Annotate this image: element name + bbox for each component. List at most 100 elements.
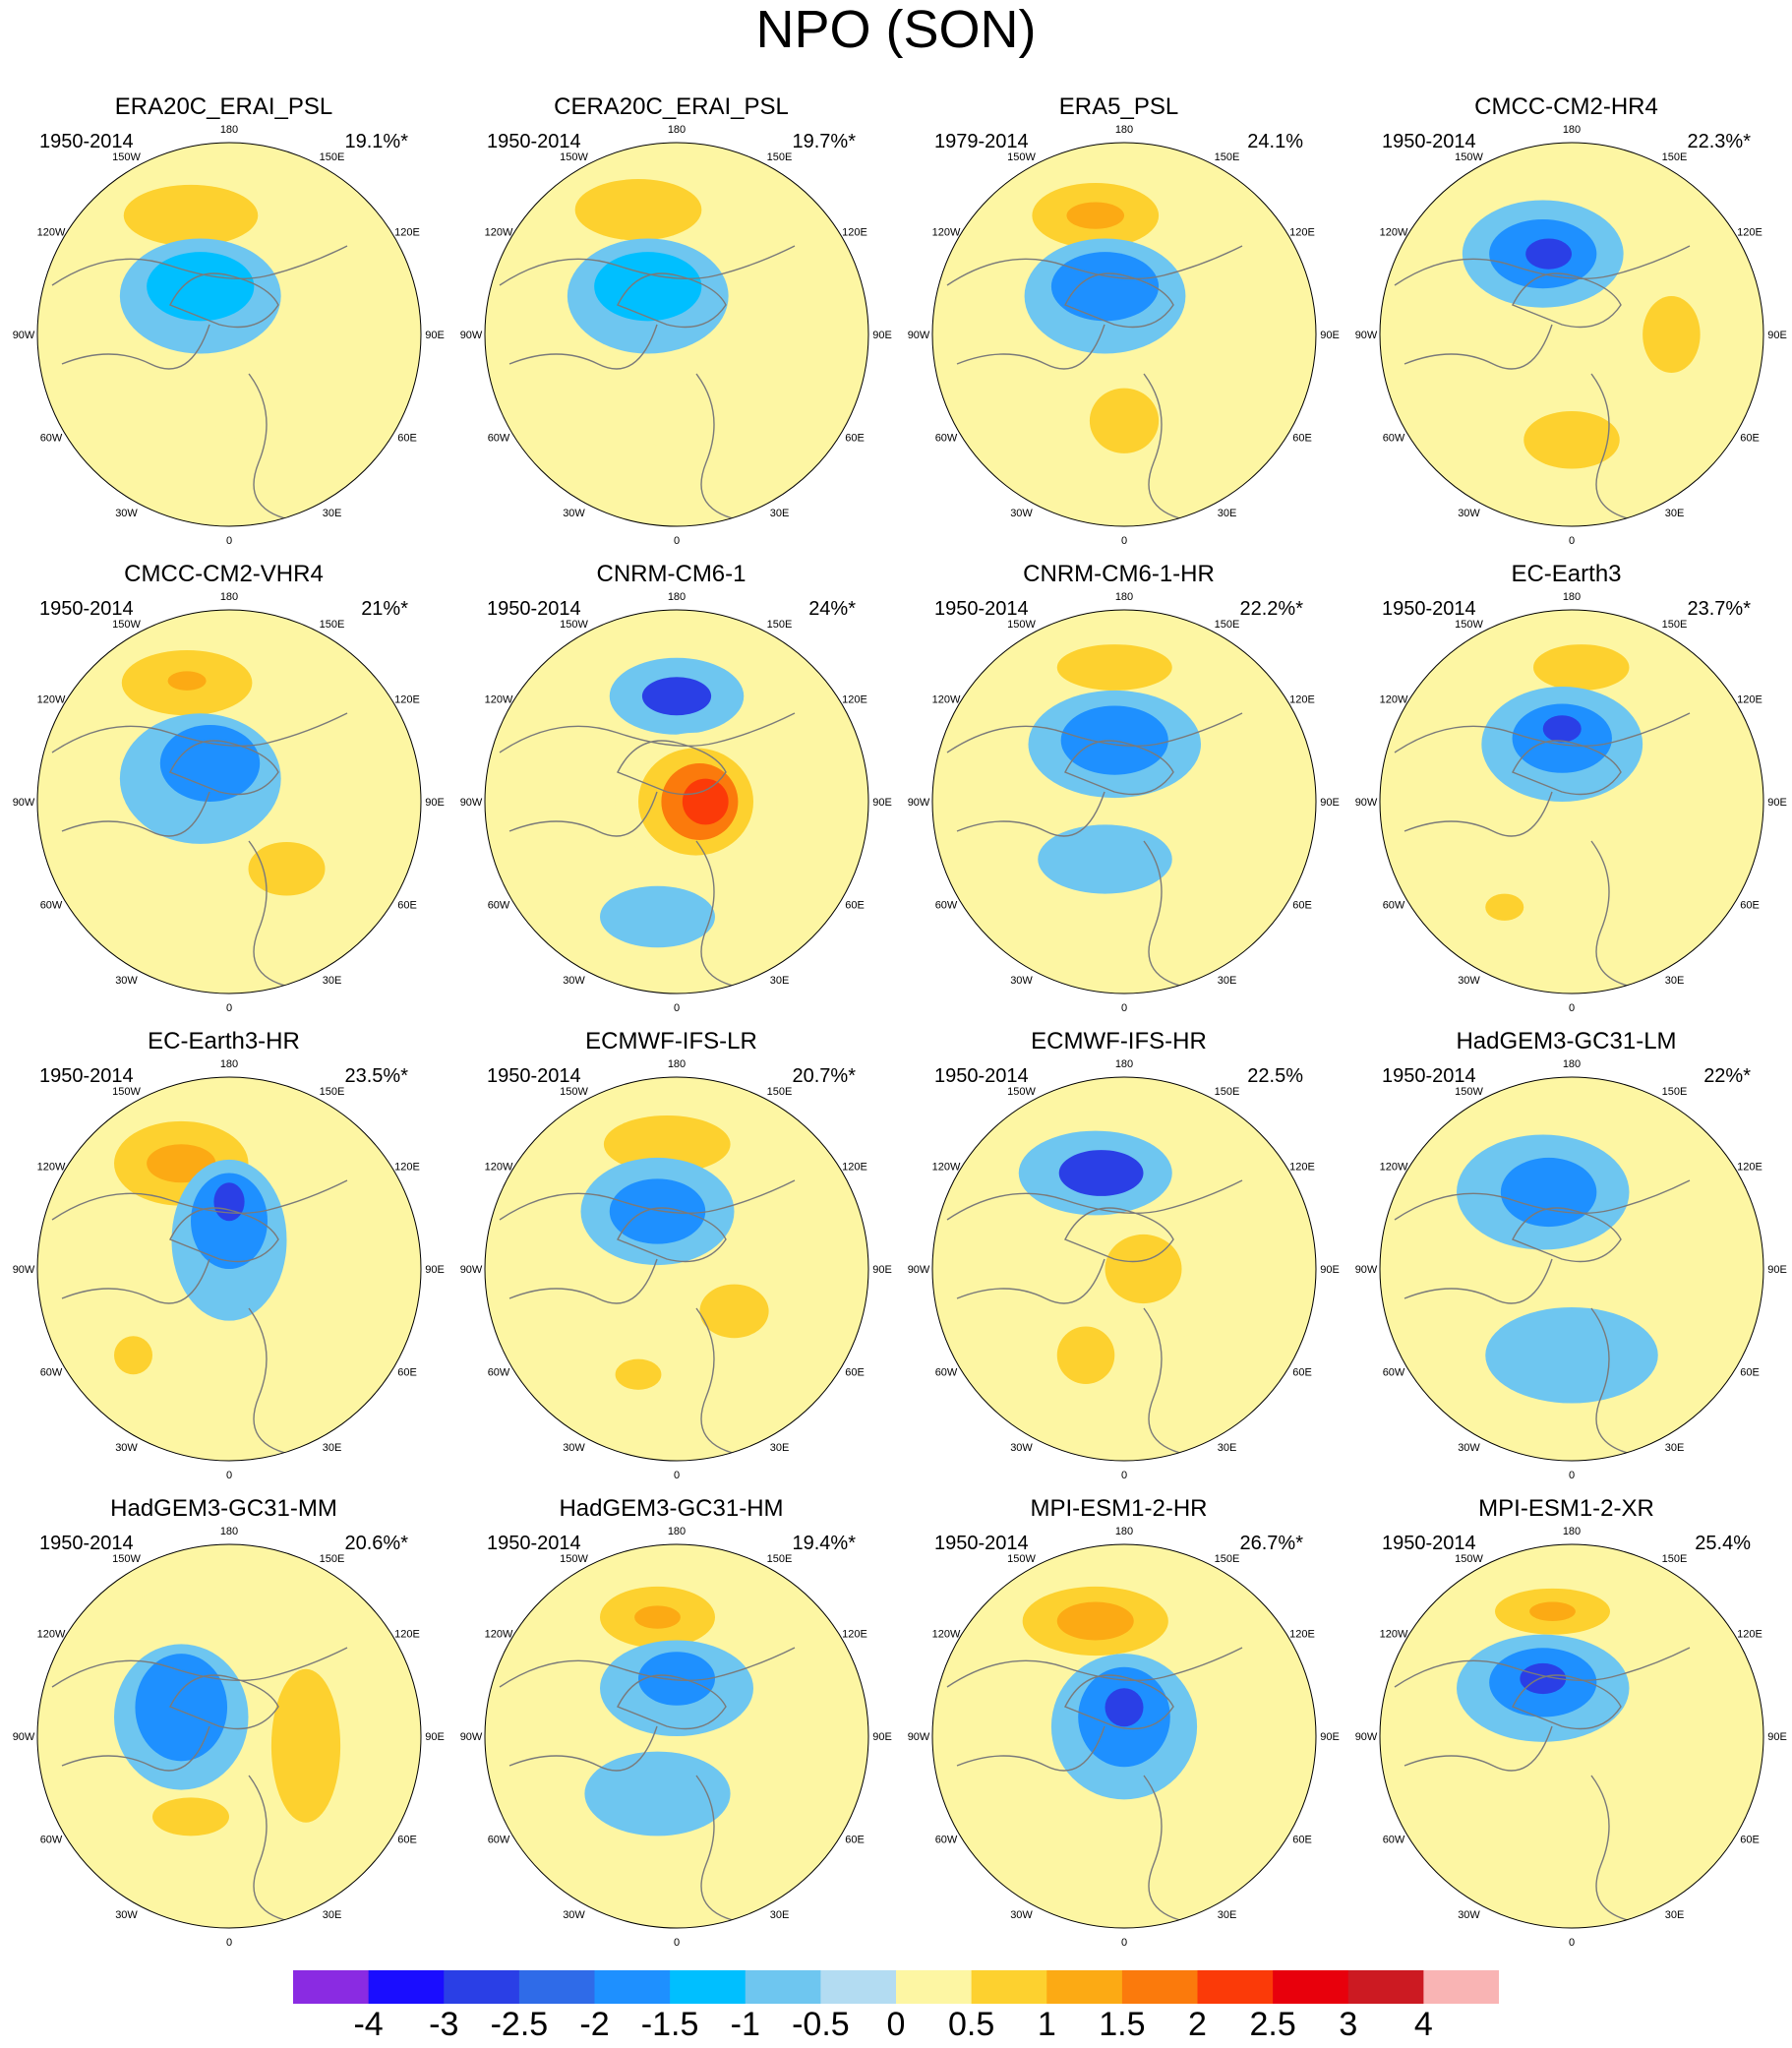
coastline [1143,1775,1194,1924]
anomaly-contour [638,1652,715,1706]
longitude-label: 30W [563,508,585,519]
anomaly-contour [682,778,729,825]
longitude-label: 90W [13,1731,35,1743]
longitude-label: 60E [397,1835,417,1846]
anomaly-contour [1066,202,1124,229]
longitude-label: 180 [1115,1526,1133,1537]
coastline [1143,1307,1194,1457]
map-panel: 180 150W 150E 120W 120E 90W 90E 60W 60E 30W 30E 0 CN… [895,561,1343,1028]
longitude-label: 120W [932,694,961,706]
panel-title: MPI-ESM1-2-HR [1030,1495,1208,1522]
longitude-label: 180 [220,591,238,603]
polar-map: 180 150W 150E 120W 120E 90W 90E 60W 60E 30W 30E 0 [1355,124,1787,547]
panel-title: EC-Earth3 [1511,561,1622,587]
longitude-label: 90E [425,1264,445,1276]
longitude-label: 120E [394,694,420,706]
longitude-label: 90W [460,1264,483,1276]
longitude-label: 150W [1007,151,1036,163]
panel-title: ERA5_PSL [1058,93,1179,120]
panel-title: HadGEM3-GC31-HM [559,1495,784,1522]
coastline [956,1725,1105,1772]
anomaly-contour [206,363,291,441]
longitude-label: 180 [1563,1058,1581,1070]
longitude-label: 180 [1115,124,1133,136]
colorbar-tick-label: 0 [886,2006,906,2043]
polar-map: 180 150W 150E 120W 120E 90W 90E 60W 60E 30W 30E 0 [460,591,892,1014]
longitude-label: 90E [425,797,445,809]
map-border [484,1543,869,1929]
longitude-label: 90W [460,797,483,809]
coastline [1512,272,1622,329]
coastline [1394,1179,1691,1221]
longitude-label: 60W [935,900,958,912]
longitude-label: 180 [220,1058,238,1070]
longitude-label: 0 [674,1937,680,1949]
map-border [931,609,1317,994]
map-panel: 180 150W 150E 120W 120E 90W 90E 60W 60E 30W 30E 0 MP… [1343,1495,1790,1962]
colorbar-tick-label: -2 [579,2006,610,2043]
longitude-label: 60W [40,900,63,912]
longitude-label: 90E [425,330,445,341]
longitude-label: 60W [488,1835,510,1846]
anomaly-contour [1056,1601,1134,1641]
longitude-label: 120W [1380,1629,1408,1641]
longitude-label: 30E [1218,508,1237,519]
polar-map: 180 150W 150E 120W 120E 90W 90E 60W 60E 30W 30E 0 [1355,591,1787,1014]
polar-map: 180 150W 150E 120W 120E 90W 90E 60W 60E 30W 30E 0 [908,1058,1340,1481]
panel-period: 1950-2014 [487,1065,581,1087]
longitude-label: 30W [115,508,138,519]
longitude-label: 150W [112,1086,141,1098]
coastline [1064,740,1174,796]
anomaly-contour [1542,715,1582,743]
anomaly-contour [1089,388,1160,453]
longitude-label: 120W [1380,694,1408,706]
panel-variance: 23.5%* [344,1065,409,1087]
coastline [1590,840,1642,990]
longitude-label: 120W [485,227,513,239]
map-border [931,142,1317,527]
longitude-label: 180 [668,1526,686,1537]
panel-title: ERA20C_ERAI_PSL [114,93,333,120]
longitude-label: 0 [226,535,232,547]
coastline [946,1179,1243,1221]
longitude-label: 30W [115,1442,138,1454]
panel-variance: 22.3%* [1687,131,1752,152]
map-border [484,609,869,994]
panel-period: 1950-2014 [934,598,1029,620]
coastline [508,791,658,837]
panel-variance: 19.4%* [792,1533,857,1554]
coastline [1143,373,1194,522]
map-panel: 180 150W 150E 120W 120E 90W 90E 60W 60E 30W 30E 0 EC… [895,1028,1343,1495]
longitude-label: 120W [37,227,66,239]
figure-title: NPO (SON) [755,0,1037,59]
coastline [61,1725,210,1772]
map-border [1379,142,1764,527]
longitude-label: 30W [115,975,138,987]
longitude-label: 30W [1010,1909,1033,1921]
longitude-label: 150E [320,619,345,631]
coastline [1590,1775,1642,1924]
panel-period: 1950-2014 [39,598,134,620]
coastline [61,791,210,837]
longitude-label: 0 [1121,1470,1127,1481]
polar-map: 180 150W 150E 120W 120E 90W 90E 60W 60E 30W 30E 0 [13,1058,445,1481]
coastline [169,1674,279,1730]
panel-variance: 19.1%* [344,131,409,152]
colorbar-tick-label: -0.5 [792,2006,850,2043]
coastline [1394,1647,1691,1688]
panel-title: CMCC-CM2-HR4 [1474,93,1658,120]
panel-title: MPI-ESM1-2-XR [1478,1495,1654,1522]
longitude-label: 150E [1215,1086,1240,1098]
colorbar-segment [1197,1970,1274,2004]
longitude-label: 180 [1563,124,1581,136]
longitude-label: 150E [767,1553,793,1565]
anomaly-contour [1058,1150,1144,1196]
colorbar-labels: -4 -3 -2.5 -2 -1.5 -1 -0.5 0 0.5 1 1.5 2 2.5 3 4 [0,2005,1792,2048]
longitude-label: 60W [935,433,958,445]
longitude-label: 120E [1737,694,1762,706]
longitude-label: 90W [460,330,483,341]
longitude-label: 30W [563,1442,585,1454]
colorbar-segment [896,1970,973,2004]
coastline [499,1647,796,1688]
longitude-label: 60W [488,433,510,445]
